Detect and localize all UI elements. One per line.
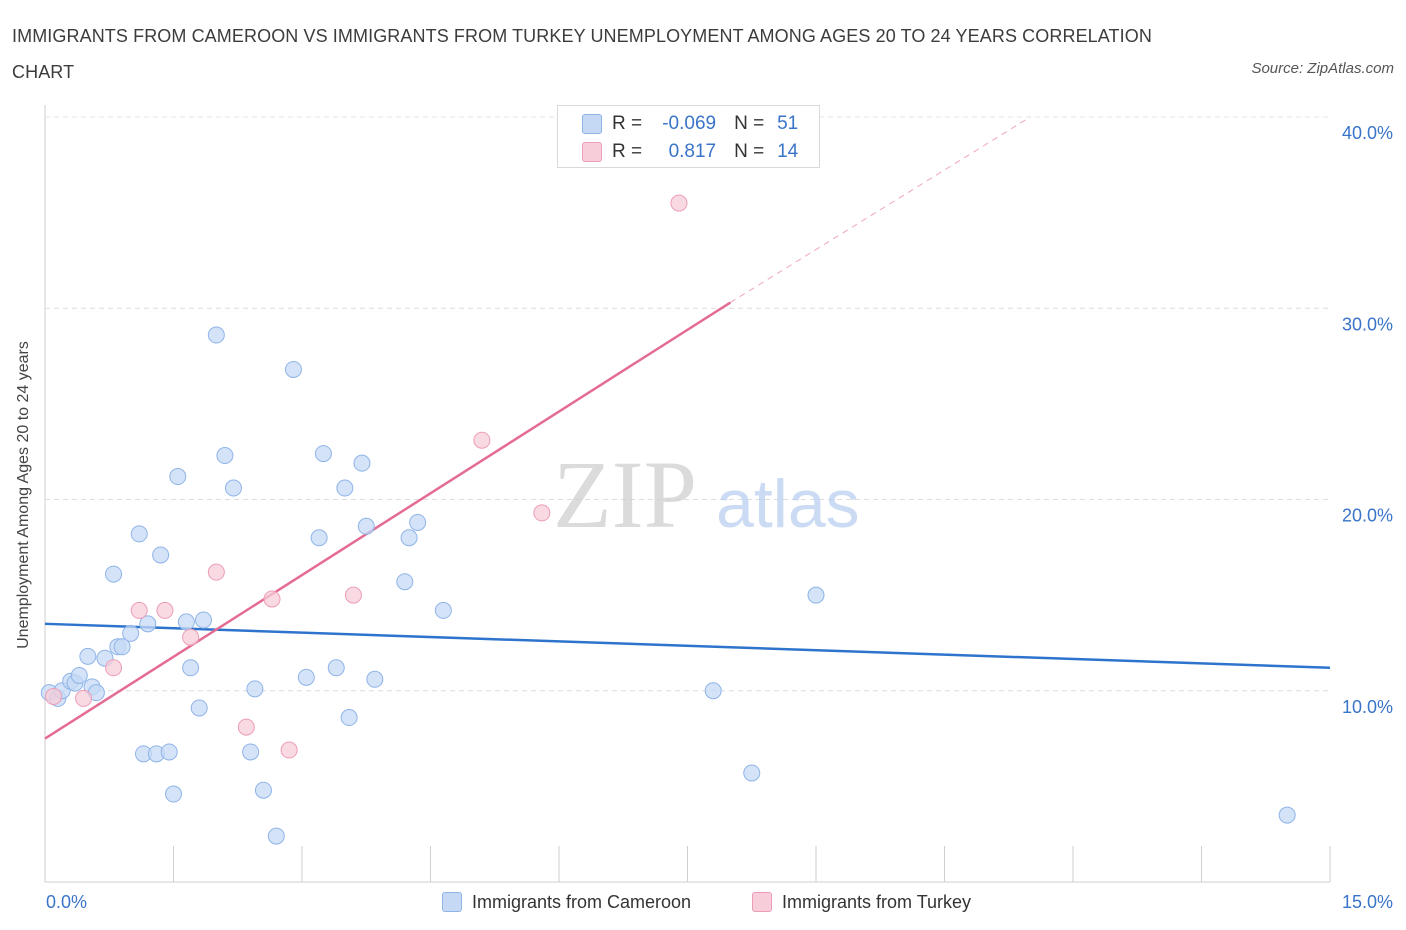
cameroon-point: [807, 586, 825, 604]
cameroon-point: [327, 659, 345, 677]
cameroon-point: [216, 447, 234, 465]
cameroon-point: [353, 454, 371, 472]
turkey-point: [156, 601, 174, 619]
cameroon-point: [207, 326, 225, 344]
cameroon-point: [224, 479, 242, 497]
legend-n-value-cameroon: 51: [777, 113, 799, 134]
cameroon-point: [152, 546, 170, 564]
bottom-legend-label-turkey: Immigrants from Turkey: [782, 891, 972, 912]
legend-swatch-cameroon: [582, 114, 602, 134]
y-tick-label: 30.0%: [1342, 314, 1393, 334]
bottom-legend-swatch-cameroon: [442, 892, 462, 912]
bottom-legend-turkey: Immigrants from Turkey: [752, 890, 971, 914]
cameroon-point: [130, 525, 148, 543]
cameroon-point: [122, 624, 140, 642]
cameroon-point: [246, 680, 264, 698]
legend-r-label: R =: [612, 141, 643, 162]
cameroon-point: [357, 517, 375, 535]
legend-row-turkey: R = 0.817 N = 14: [582, 139, 798, 165]
cameroon-point: [190, 699, 208, 717]
bottom-legend-cameroon: Immigrants from Cameroon: [442, 890, 691, 914]
turkey-point: [75, 689, 93, 707]
legend-r-value-cameroon: -0.069: [662, 113, 717, 134]
cameroon-point: [267, 827, 285, 845]
turkey-point: [280, 741, 298, 759]
y-axis-label: Unemployment Among Ages 20 to 24 years: [15, 341, 32, 649]
cameroon-point: [182, 659, 200, 677]
y-tick-label: 40.0%: [1342, 123, 1393, 143]
turkey-point: [670, 194, 688, 212]
cameroon-point: [169, 468, 187, 486]
legend-n-label: N =: [734, 113, 765, 134]
trend-lines: [44, 116, 1331, 740]
cameroon-point: [79, 647, 97, 665]
watermark-atlas: atlas: [716, 466, 860, 542]
cameroon-point: [434, 601, 452, 619]
cameroon-point: [105, 565, 123, 583]
x-tick-label: 15.0%: [1342, 892, 1393, 912]
y-tick-label: 20.0%: [1342, 506, 1393, 526]
cameroon-point: [242, 743, 260, 761]
axes: [44, 105, 1331, 883]
cameroon-point: [70, 666, 88, 684]
cameroon-point: [743, 764, 761, 782]
legend-r-value-turkey: 0.817: [668, 141, 717, 162]
bottom-legend-swatch-turkey: [752, 892, 772, 912]
tick-labels: 10.0% 20.0% 30.0% 40.0% 0.0% 15.0%: [46, 123, 1393, 912]
cameroon-point: [409, 513, 427, 531]
turkey-point: [473, 431, 491, 449]
cameroon-point: [366, 670, 384, 688]
cameroon-point: [113, 638, 131, 656]
cameroon-point: [160, 743, 178, 761]
legend-row-cameroon: R = -0.069 N = 51: [582, 111, 798, 137]
data-points: [40, 194, 1296, 845]
cameroon-point: [400, 529, 418, 547]
turkey-point: [533, 504, 551, 522]
cameroon-point: [396, 573, 414, 591]
turkey-point: [105, 659, 123, 677]
cameroon-point: [139, 615, 157, 633]
turkey-trend-extension: [730, 116, 1031, 303]
y-tick-label: 10.0%: [1342, 697, 1393, 717]
x-tick-label: 0.0%: [46, 892, 87, 912]
stats-legend: R = -0.069 N = 51 R = 0.817 N = 14: [557, 105, 820, 168]
cameroon-point: [336, 479, 354, 497]
turkey-trend-line: [44, 301, 732, 740]
turkey-point: [45, 687, 63, 705]
cameroon-point: [310, 529, 328, 547]
turkey-point: [237, 718, 255, 736]
cameroon-point: [340, 709, 358, 727]
cameroon-point: [297, 668, 315, 686]
turkey-point: [207, 563, 225, 581]
legend-swatch-turkey: [582, 142, 602, 162]
turkey-point: [182, 628, 200, 646]
watermark-zip: ZIP: [553, 441, 697, 548]
cameroon-point: [314, 445, 332, 463]
cameroon-point: [254, 781, 272, 799]
turkey-point: [130, 601, 148, 619]
cameroon-point: [165, 785, 182, 803]
legend-n-value-turkey: 14: [777, 141, 799, 162]
cameroon-point: [1278, 806, 1296, 824]
cameroon-point: [284, 360, 302, 378]
cameroon-point: [177, 613, 195, 631]
grid-lines: [45, 116, 1330, 692]
bottom-legend-label-cameroon: Immigrants from Cameroon: [472, 891, 692, 912]
legend-r-label: R =: [612, 113, 643, 134]
legend-n-label: N =: [734, 141, 765, 162]
cameroon-point: [194, 611, 212, 629]
turkey-point: [344, 586, 362, 604]
chart-title: IMMIGRANTS FROM CAMEROON VS IMMIGRANTS F…: [12, 26, 1152, 82]
turkey-point: [263, 590, 281, 608]
cameroon-trend-line: [44, 622, 1331, 670]
source-label: Source: ZipAtlas.com: [1251, 60, 1394, 77]
cameroon-point: [704, 682, 722, 700]
